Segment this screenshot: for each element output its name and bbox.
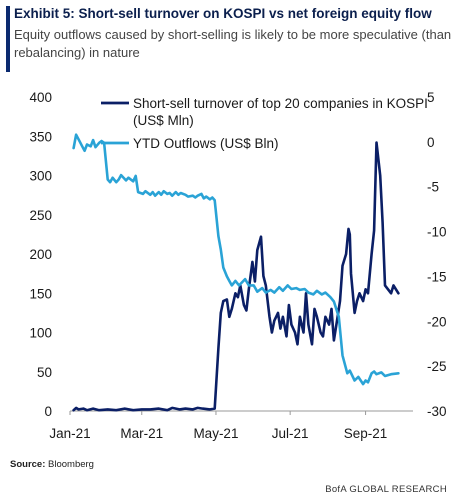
source-label: Source: [10,459,46,470]
y-left-tick-label: 50 [37,365,52,380]
chart-area: 050100150200250300350400-30-25-20-15-10-… [29,90,446,441]
y-left-tick-label: 200 [29,247,52,262]
x-tick-label: May-21 [193,426,238,441]
series-lines [72,133,400,412]
y-left-tick-label: 400 [29,90,52,105]
title-accent-bar [6,6,10,72]
y-left-tick-label: 100 [29,326,52,341]
y-left-tick-label: 350 [29,129,52,144]
y-right-tick-label: -5 [427,180,439,195]
source-value: Bloomberg [48,459,94,470]
y-right-tick-label: -30 [427,404,447,419]
y-right-tick-label: -25 [427,359,447,374]
x-tick-label: Jan-21 [49,426,90,441]
x-tick-label: Mar-21 [120,426,163,441]
y-right-tick-label: -15 [427,269,447,284]
y-right-tick-label: 5 [427,90,435,105]
ytd-outflows-line [72,133,400,386]
y-left-tick-label: 150 [29,286,52,301]
chart-subtitle: Equity outflows caused by short-selling … [14,27,452,60]
y-right-tick-label: -10 [427,225,447,240]
short-sell-turnover-line [72,141,400,412]
x-tick-label: Jul-21 [272,426,309,441]
axes: 050100150200250300350400-30-25-20-15-10-… [29,90,446,441]
legend: Short-sell turnover of top 20 companies … [101,96,428,151]
y-right-tick-label: 0 [427,135,435,150]
y-left-tick-label: 300 [29,169,52,184]
x-tick-label: Sep-21 [344,426,388,441]
source-note: Source: Bloomberg [10,459,94,470]
chart-title: Exhibit 5: Short-sell turnover on KOSPI … [14,6,432,21]
y-left-tick-label: 0 [44,404,52,419]
legend-label-short-sell: Short-sell turnover of top 20 companies … [133,96,428,128]
brand-footer: BofA GLOBAL RESEARCH [325,484,447,495]
legend-label-ytd-outflows: YTD Outflows (US$ Bln) [133,136,279,151]
legend-label-line: (US$ Mln) [133,113,194,128]
legend-label-line: Short-sell turnover of top 20 companies … [133,96,428,111]
y-left-tick-label: 250 [29,208,52,223]
y-right-tick-label: -20 [427,314,447,329]
